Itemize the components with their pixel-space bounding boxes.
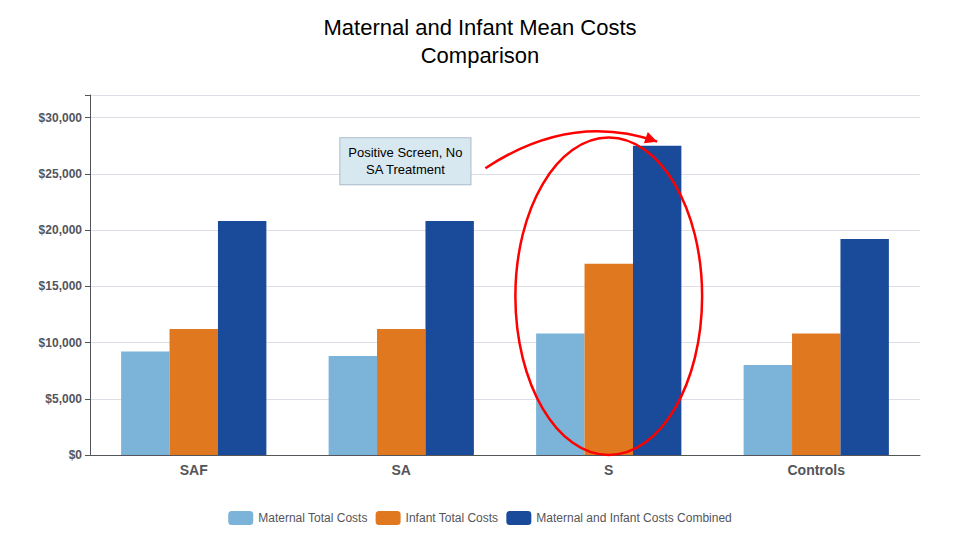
svg-text:$25,000: $25,000: [39, 167, 83, 181]
svg-text:SA: SA: [392, 462, 411, 478]
svg-text:Positive Screen, No: Positive Screen, No: [348, 145, 462, 160]
svg-text:$30,000: $30,000: [39, 111, 83, 125]
svg-text:Maternal and Infant Costs Comb: Maternal and Infant Costs Combined: [536, 511, 731, 525]
svg-text:Maternal Total Costs: Maternal Total Costs: [258, 511, 367, 525]
svg-text:Comparison: Comparison: [421, 43, 540, 68]
svg-text:Controls: Controls: [787, 462, 845, 478]
svg-text:$15,000: $15,000: [39, 279, 83, 293]
svg-text:Infant Total Costs: Infant Total Costs: [406, 511, 499, 525]
svg-text:SA Treatment: SA Treatment: [366, 162, 445, 177]
svg-text:S: S: [604, 462, 613, 478]
svg-text:$5,000: $5,000: [45, 392, 82, 406]
svg-text:Maternal and Infant Mean Costs: Maternal and Infant Mean Costs: [323, 15, 636, 40]
svg-text:SAF: SAF: [180, 462, 208, 478]
svg-text:$10,000: $10,000: [39, 336, 83, 350]
svg-text:$20,000: $20,000: [39, 223, 83, 237]
svg-text:$0: $0: [69, 448, 83, 462]
